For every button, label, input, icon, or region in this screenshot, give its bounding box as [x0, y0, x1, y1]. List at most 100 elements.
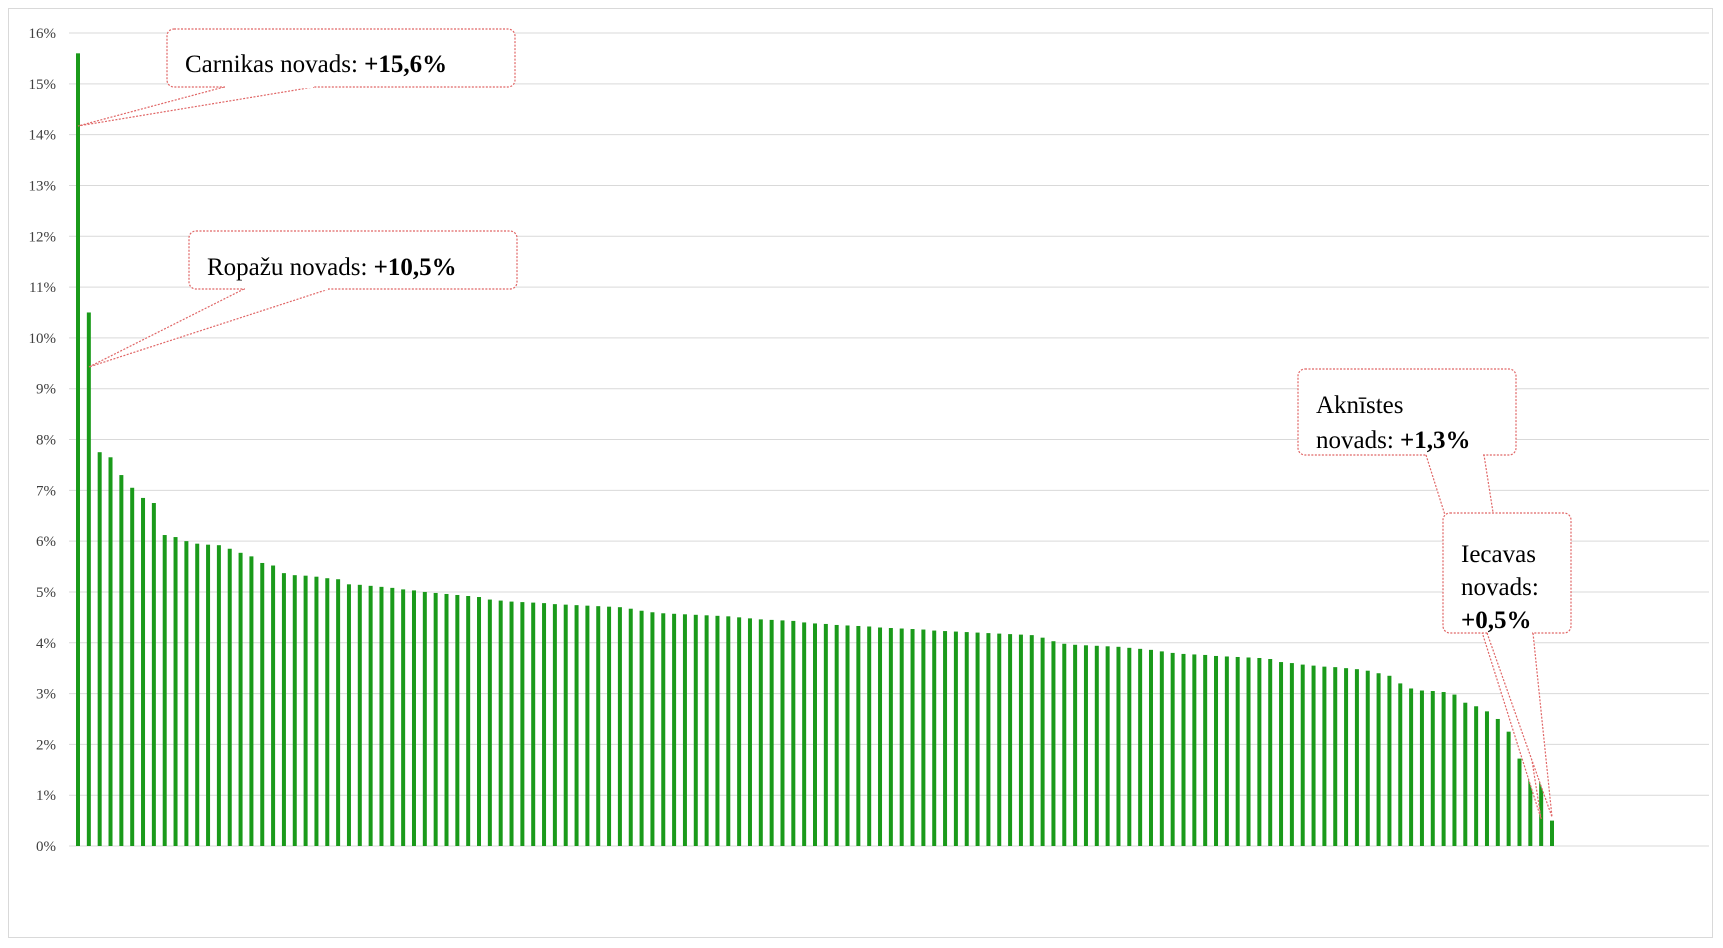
bar: [1398, 683, 1403, 846]
bar: [802, 622, 807, 846]
bar: [487, 599, 492, 846]
y-tick-label: 3%: [36, 687, 56, 703]
y-tick-label: 5%: [36, 585, 56, 601]
bar: [1333, 667, 1338, 846]
bar: [216, 545, 221, 846]
callout-box: [166, 28, 516, 88]
bar: [1495, 718, 1500, 846]
bar: [184, 541, 189, 846]
bar: [336, 579, 341, 846]
bar: [119, 475, 124, 846]
bar: [1376, 673, 1381, 846]
bar: [964, 632, 969, 846]
bar: [1387, 675, 1392, 846]
y-tick-label: 13%: [29, 178, 57, 194]
callout-pointer: [88, 288, 330, 368]
bar: [260, 562, 265, 846]
bar: [878, 627, 883, 846]
bar: [628, 608, 633, 846]
bar: [715, 615, 720, 846]
y-tick-label: 8%: [36, 433, 56, 449]
bar: [1289, 663, 1294, 846]
bar: [281, 573, 286, 846]
bar: [97, 452, 102, 846]
bar: [1094, 645, 1099, 846]
bar: [195, 543, 200, 846]
bar: [650, 612, 655, 846]
bar: [1463, 702, 1468, 846]
y-axis-tick-labels: 0% 1% 2% 3% 4% 5% 6% 7% 8% 9% 10% 11% 12% 13% 14% 15% 16…: [29, 26, 57, 855]
bar: [856, 625, 861, 846]
bar: [1539, 779, 1544, 846]
bar: [542, 603, 547, 846]
bar: [292, 575, 297, 846]
bar: [726, 616, 731, 846]
bar: [1181, 653, 1186, 846]
callout-ropazu: Ropažu novads: +10,5%: [88, 230, 518, 368]
bar: [813, 623, 817, 846]
y-tick-label: 4%: [36, 636, 56, 652]
bar: [693, 614, 698, 846]
bar: [1170, 652, 1175, 846]
bar: [932, 630, 937, 846]
bar: [151, 503, 156, 846]
bar: [325, 578, 330, 846]
bar: [1203, 654, 1208, 846]
bar: [1224, 656, 1229, 846]
bar: [1214, 655, 1219, 846]
bar: [531, 602, 536, 846]
chart-frame: 0% 1% 2% 3% 4% 5% 6% 7% 8% 9% 10% 11% 12% 13% 14% 15% 16…: [8, 8, 1713, 938]
bar: [1279, 662, 1284, 846]
bar: [552, 604, 557, 846]
bar: [303, 575, 308, 846]
bar: [1484, 711, 1489, 846]
y-tick-label: 14%: [29, 128, 57, 144]
bar: [422, 591, 427, 846]
y-tick-label: 7%: [36, 483, 56, 499]
bar: [1430, 691, 1435, 846]
bar: [1138, 648, 1143, 846]
bar: [1235, 656, 1240, 846]
bar: [1322, 666, 1327, 846]
bar: [162, 535, 167, 846]
bar: [769, 619, 774, 846]
bar: [455, 594, 460, 846]
bar: [498, 600, 503, 846]
bar: [401, 589, 406, 846]
bar: [433, 592, 438, 846]
y-tick-label: 9%: [36, 382, 56, 398]
bar: [1029, 635, 1034, 846]
bar: [271, 565, 276, 846]
y-tick-label: 10%: [29, 331, 57, 347]
bar: [1116, 646, 1121, 846]
y-tick-label: 0%: [36, 839, 56, 855]
bar: [899, 628, 904, 846]
bar: [758, 619, 763, 846]
bar: [823, 623, 828, 846]
bar: [1409, 688, 1414, 846]
bar: [1300, 664, 1305, 846]
bar: [76, 53, 80, 846]
bar: [390, 587, 395, 846]
bar: [1528, 765, 1533, 846]
callout-text: novads: +1,3%: [1316, 427, 1471, 454]
bar: [747, 618, 752, 846]
bar: [1474, 706, 1479, 846]
bar: [1268, 659, 1273, 846]
callouts: Carnikas novads: +15,6% Ropažu novads: +1…: [77, 28, 1572, 820]
y-tick-label: 12%: [29, 229, 57, 245]
bar: [1018, 634, 1023, 846]
callout-text: Carnikas novads: +15,6%: [185, 51, 447, 78]
bar: [108, 457, 113, 846]
bar: [1083, 645, 1088, 846]
y-tick-label: 16%: [29, 26, 57, 42]
bar: [1517, 758, 1522, 846]
bar: [986, 633, 991, 846]
y-tick-label: 1%: [36, 788, 56, 804]
callout-pointer: [1425, 454, 1542, 820]
bar: [444, 593, 449, 846]
bar: [1105, 646, 1110, 846]
callout-box: [1297, 368, 1517, 456]
bar: [1365, 670, 1370, 846]
bar: [791, 620, 796, 846]
